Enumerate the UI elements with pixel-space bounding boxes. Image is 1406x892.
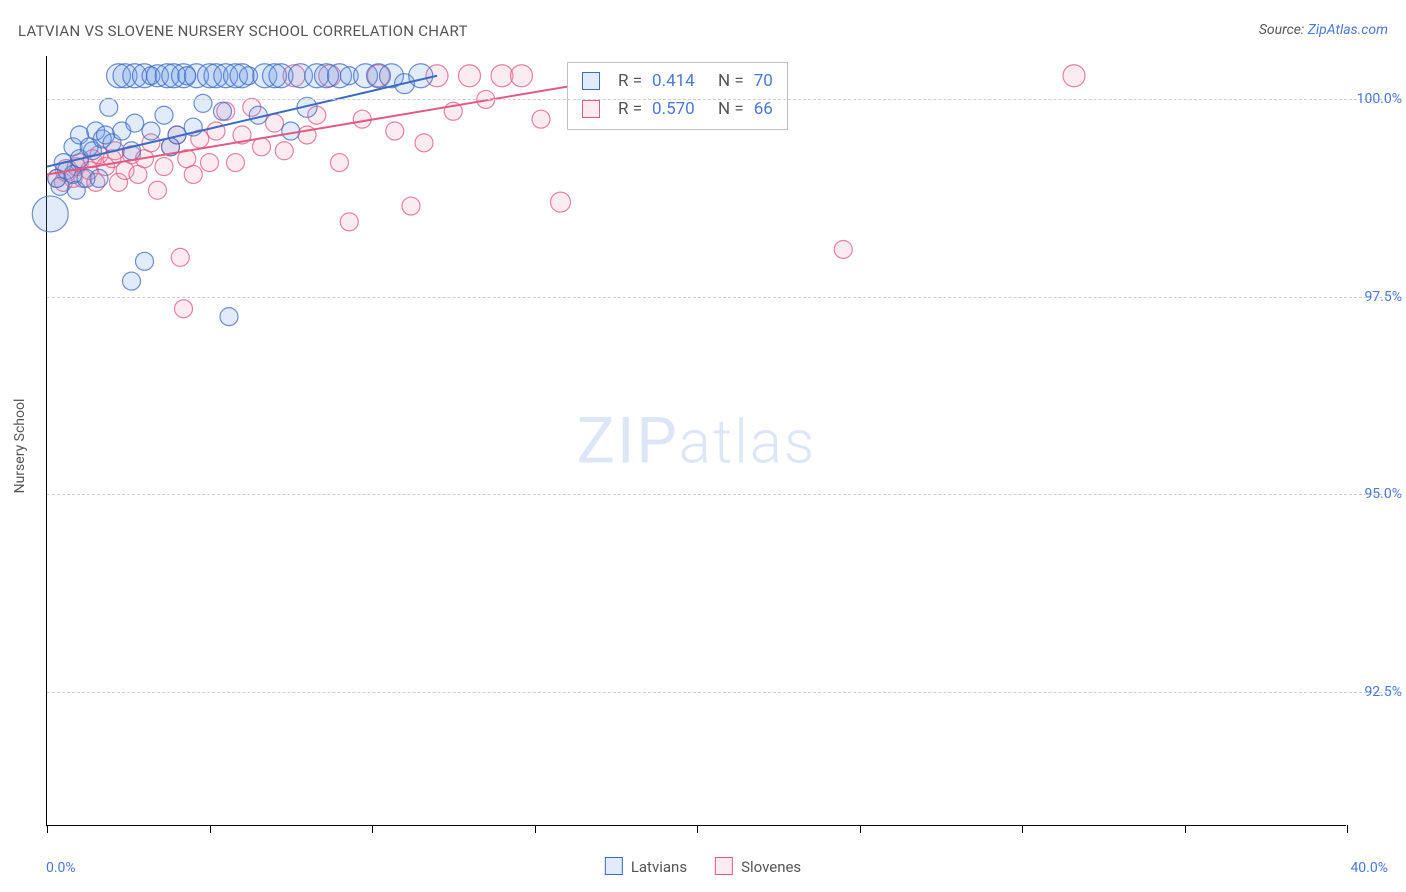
data-point	[171, 248, 189, 266]
grid-line-h	[47, 494, 1387, 495]
legend-item-latvians: Latvians	[605, 857, 687, 876]
data-point	[100, 98, 118, 116]
data-point	[90, 169, 108, 187]
y-tick-label: 95.0%	[1364, 486, 1402, 502]
stats-r-label: R =	[618, 67, 642, 95]
stats-n-label: N =	[718, 67, 744, 95]
legend-bottom: Latvians Slovenes	[605, 857, 801, 876]
data-point	[155, 158, 173, 176]
grid-line-h	[47, 692, 1387, 693]
legend-swatch-latvians	[605, 857, 623, 875]
data-point	[126, 114, 144, 132]
data-point	[220, 308, 238, 326]
legend-label-slovenes: Slovenes	[741, 858, 801, 876]
x-tick-mark	[535, 825, 536, 833]
y-tick-label: 97.5%	[1364, 289, 1402, 305]
plot-area: ZIPatlas R =0.414N =70R =0.570N =66 92.5…	[46, 56, 1346, 826]
data-point	[275, 142, 293, 160]
x-tick-mark	[47, 825, 48, 833]
data-point	[834, 240, 852, 258]
source-attribution: Source: ZipAtlas.com	[1259, 22, 1388, 38]
data-point	[142, 122, 160, 140]
data-point	[491, 65, 513, 87]
data-point	[123, 272, 141, 290]
data-point	[184, 165, 202, 183]
data-point	[1063, 65, 1085, 87]
legend-swatch-slovenes	[715, 857, 733, 875]
y-axis-label: Nursery School	[12, 399, 28, 494]
data-point	[459, 65, 481, 87]
grid-line-h	[47, 99, 1387, 100]
data-point	[136, 252, 154, 270]
data-point	[201, 154, 219, 172]
data-point	[551, 192, 571, 212]
x-tick-mark	[1022, 825, 1023, 833]
data-point	[353, 110, 371, 128]
x-tick-mark	[1185, 825, 1186, 833]
y-tick-label: 92.5%	[1364, 684, 1402, 700]
x-tick-mark	[372, 825, 373, 833]
data-point	[149, 181, 167, 199]
stats-swatch	[582, 72, 600, 90]
stats-swatch	[582, 100, 600, 118]
data-point	[386, 122, 404, 140]
y-tick-label: 100.0%	[1357, 91, 1402, 107]
x-tick-mark	[210, 825, 211, 833]
data-point	[511, 65, 533, 87]
source-link[interactable]: ZipAtlas.com	[1308, 22, 1388, 38]
data-point	[282, 122, 300, 140]
data-point	[194, 94, 212, 112]
x-tick-mark	[697, 825, 698, 833]
stats-row: R = 0.414 N = 70	[582, 67, 773, 95]
x-tick-mark	[860, 825, 861, 833]
grid-line-h	[47, 297, 1387, 298]
stats-n-value: 70	[754, 67, 773, 95]
stats-r-value: 0.414	[652, 67, 708, 95]
source-prefix: Source:	[1259, 22, 1308, 38]
data-point	[402, 197, 420, 215]
x-axis-max-label: 40.0%	[1350, 860, 1388, 876]
data-point	[340, 213, 358, 231]
data-point	[155, 106, 173, 124]
trend-line	[47, 76, 437, 167]
data-point	[214, 102, 232, 120]
data-point	[253, 138, 271, 156]
data-point	[227, 154, 245, 172]
data-point	[175, 300, 193, 318]
data-point	[409, 64, 433, 88]
data-point	[331, 154, 349, 172]
chart-svg	[47, 56, 1347, 826]
legend-label-latvians: Latvians	[631, 858, 687, 876]
x-axis-min-label: 0.0%	[46, 860, 76, 876]
data-point	[266, 114, 284, 132]
chart-title: LATVIAN VS SLOVENE NURSERY SCHOOL CORREL…	[18, 22, 468, 40]
data-point	[415, 134, 433, 152]
stats-legend-box: R =0.414N =70R =0.570N =66	[567, 62, 788, 130]
data-point	[32, 196, 68, 232]
data-point	[532, 110, 550, 128]
x-tick-mark	[1347, 825, 1348, 833]
legend-item-slovenes: Slovenes	[715, 857, 801, 876]
